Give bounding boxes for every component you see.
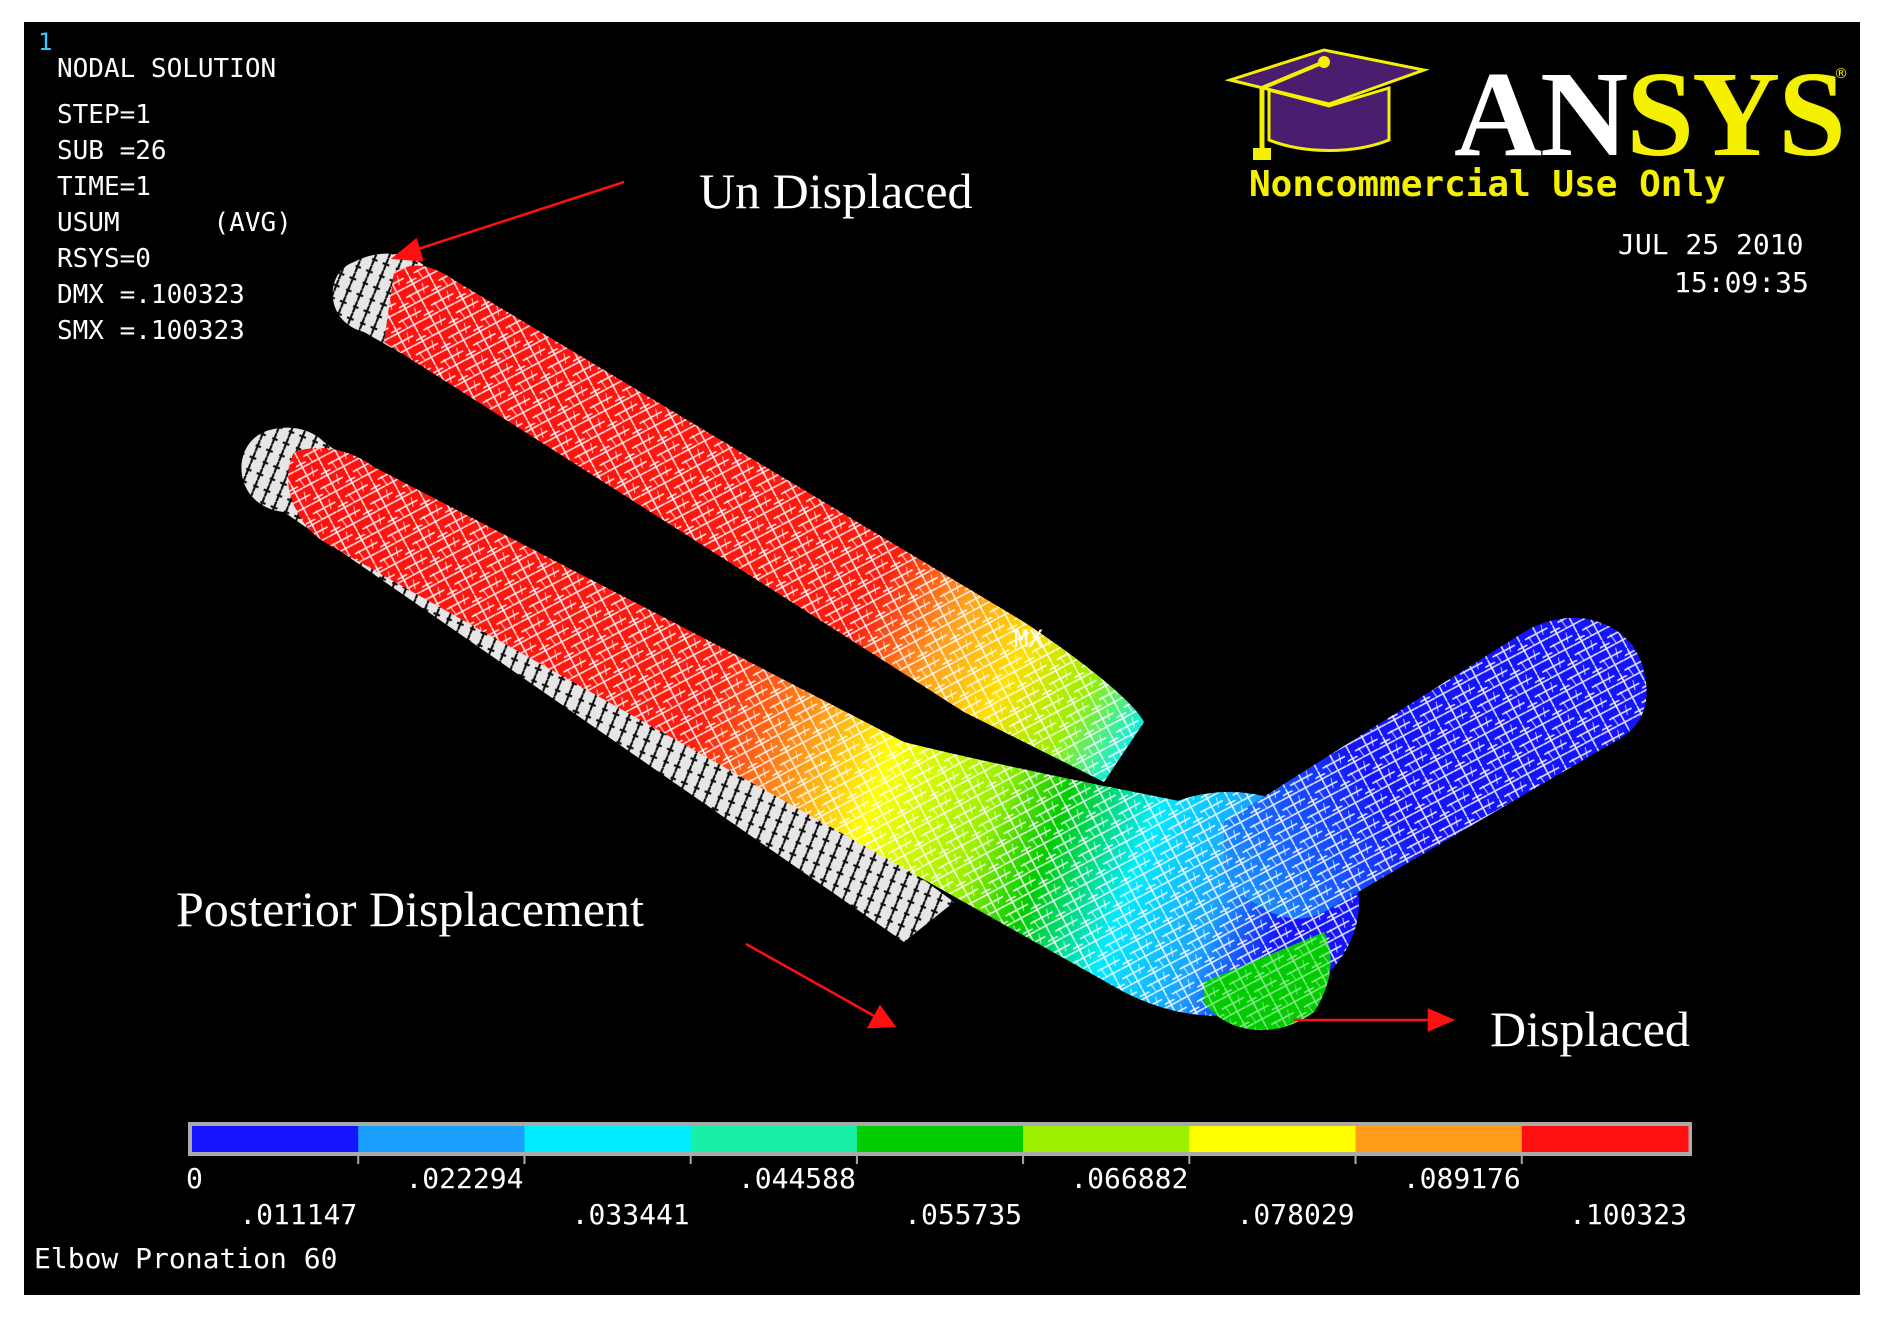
legend-label: .078029 (1236, 1198, 1355, 1231)
info-sub: SUB =26 (57, 136, 167, 166)
legend-label: .055735 (904, 1198, 1023, 1231)
ansys-cap-icon (1224, 48, 1430, 160)
legend-swatch (1521, 1126, 1689, 1152)
label-posterior-displacement: Posterior Displacement (176, 881, 644, 937)
time-label: 15:09:35 (1674, 266, 1809, 299)
registered-mark: ® (1834, 66, 1848, 82)
legend-swatch (358, 1126, 525, 1152)
legend-label: .100323 (1569, 1198, 1688, 1231)
legend-swatch (1023, 1126, 1190, 1152)
info-dmx: DMX =.100323 (57, 280, 245, 310)
legend-swatch (690, 1126, 858, 1152)
model-view (241, 48, 1647, 1032)
legend-swatch (1189, 1126, 1357, 1152)
legend-label: .022294 (405, 1162, 524, 1195)
arrow-displaced (1294, 1008, 1456, 1032)
legend-swatch (1355, 1126, 1523, 1152)
legend-swatch (524, 1126, 692, 1152)
legend-label: .089176 (1402, 1162, 1521, 1195)
max-marker: MX (1014, 625, 1043, 653)
legend-colorbar (188, 1122, 1692, 1164)
legend-swatch (192, 1126, 359, 1152)
footer-title: Elbow Pronation 60 (34, 1242, 338, 1275)
legend-label: .044588 (737, 1162, 856, 1195)
label-displaced: Displaced (1490, 1001, 1690, 1057)
info-title: NODAL SOLUTION (57, 54, 277, 84)
info-time: TIME=1 (57, 172, 151, 202)
legend-swatch (856, 1126, 1024, 1152)
license-notice: Noncommercial Use Only (1249, 164, 1726, 205)
ansys-logo: ANSYS (1454, 47, 1846, 182)
info-usum: USUM (AVG) (57, 208, 292, 238)
arrow-un-displaced (390, 180, 625, 262)
legend-label: 0 (186, 1162, 203, 1195)
legend-label: .033441 (571, 1198, 690, 1231)
info-smx: SMX =.100323 (57, 316, 245, 346)
legend-label: .011147 (239, 1198, 358, 1231)
legend-label: .066882 (1070, 1162, 1189, 1195)
graphics-window: 1 NODAL SOLUTION STEP=1 SUB =26 TIME=1 U… (24, 22, 1860, 1295)
date-label: JUL 25 2010 (1618, 228, 1804, 261)
label-un-displaced: Un Displaced (699, 163, 973, 219)
window-number: 1 (38, 28, 53, 56)
info-rsys: RSYS=0 (57, 244, 151, 274)
arrow-posterior (745, 942, 897, 1029)
info-step: STEP=1 (57, 100, 151, 130)
